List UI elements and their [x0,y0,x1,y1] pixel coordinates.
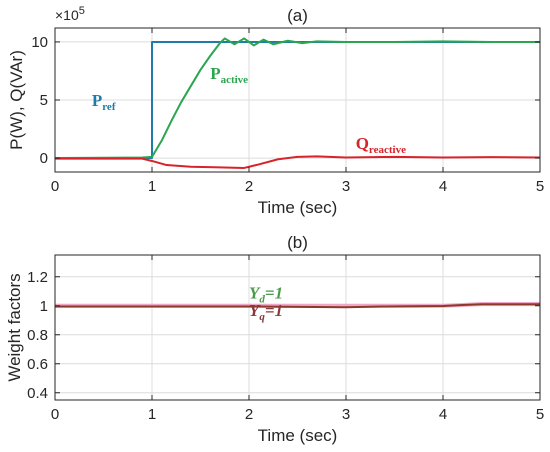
x-tick-label: 2 [245,178,253,195]
chart-title: (b) [287,233,308,252]
panel-a-power-chart: 0 1 2 3 4 5 0 5 10 (a) Time (sec) P(W), Q(VAr) ×105 P… [7,5,544,217]
x-axis-label: Time (sec) [258,198,338,217]
x-tick-label: 2 [245,406,253,423]
x-tick-label: 4 [439,178,447,195]
panel-b-weight-factors-chart: 0 1 2 3 4 5 0.4 0.6 0.8 1 1.2 (b) Time (sec) Weight f… [5,233,544,445]
x-tick-label: 1 [148,178,156,195]
y-tick-label: 1 [40,298,48,315]
x-tick-label: 1 [148,406,156,423]
annotation-qreactive: Qreactive [356,134,406,156]
annotation-pactive: Pactive [210,64,248,86]
series-group [55,302,540,309]
x-axis-label: Time (sec) [258,426,338,445]
chart-title: (a) [287,6,308,25]
y-exponent-label: ×105 [55,5,85,23]
series-pactive-line [54,37,540,160]
x-tick-label: 0 [51,406,59,423]
y-tick-label: 0.4 [27,385,48,402]
axes-frame [54,254,541,401]
series-yq-line [55,303,540,309]
x-tick-label: 4 [439,406,447,423]
y-tick-label: 5 [40,92,48,109]
series-group [54,37,541,169]
y-tick-label: 1.2 [27,269,48,286]
annotation-yd: Yd=1 [249,284,283,306]
x-tick-label: 5 [536,178,544,195]
x-tick-label: 5 [536,406,544,423]
y-tick-label: 10 [31,34,48,51]
y-tick-label: 0.6 [27,356,48,373]
y-tick-label: 0.8 [27,327,48,344]
annotation-pref: Pref [92,91,116,113]
x-tick-label: 0 [51,178,59,195]
x-tick-label: 3 [342,406,350,423]
x-tick-label: 3 [342,178,350,195]
y-tick-label: 0 [40,150,48,167]
y-axis-label: Weight factors [5,273,24,381]
plot-area [55,255,540,400]
annotation-yq: Yq=1 [249,301,283,323]
y-axis-label: P(W), Q(VAr) [7,50,26,150]
series-qreactive-line [55,155,541,169]
